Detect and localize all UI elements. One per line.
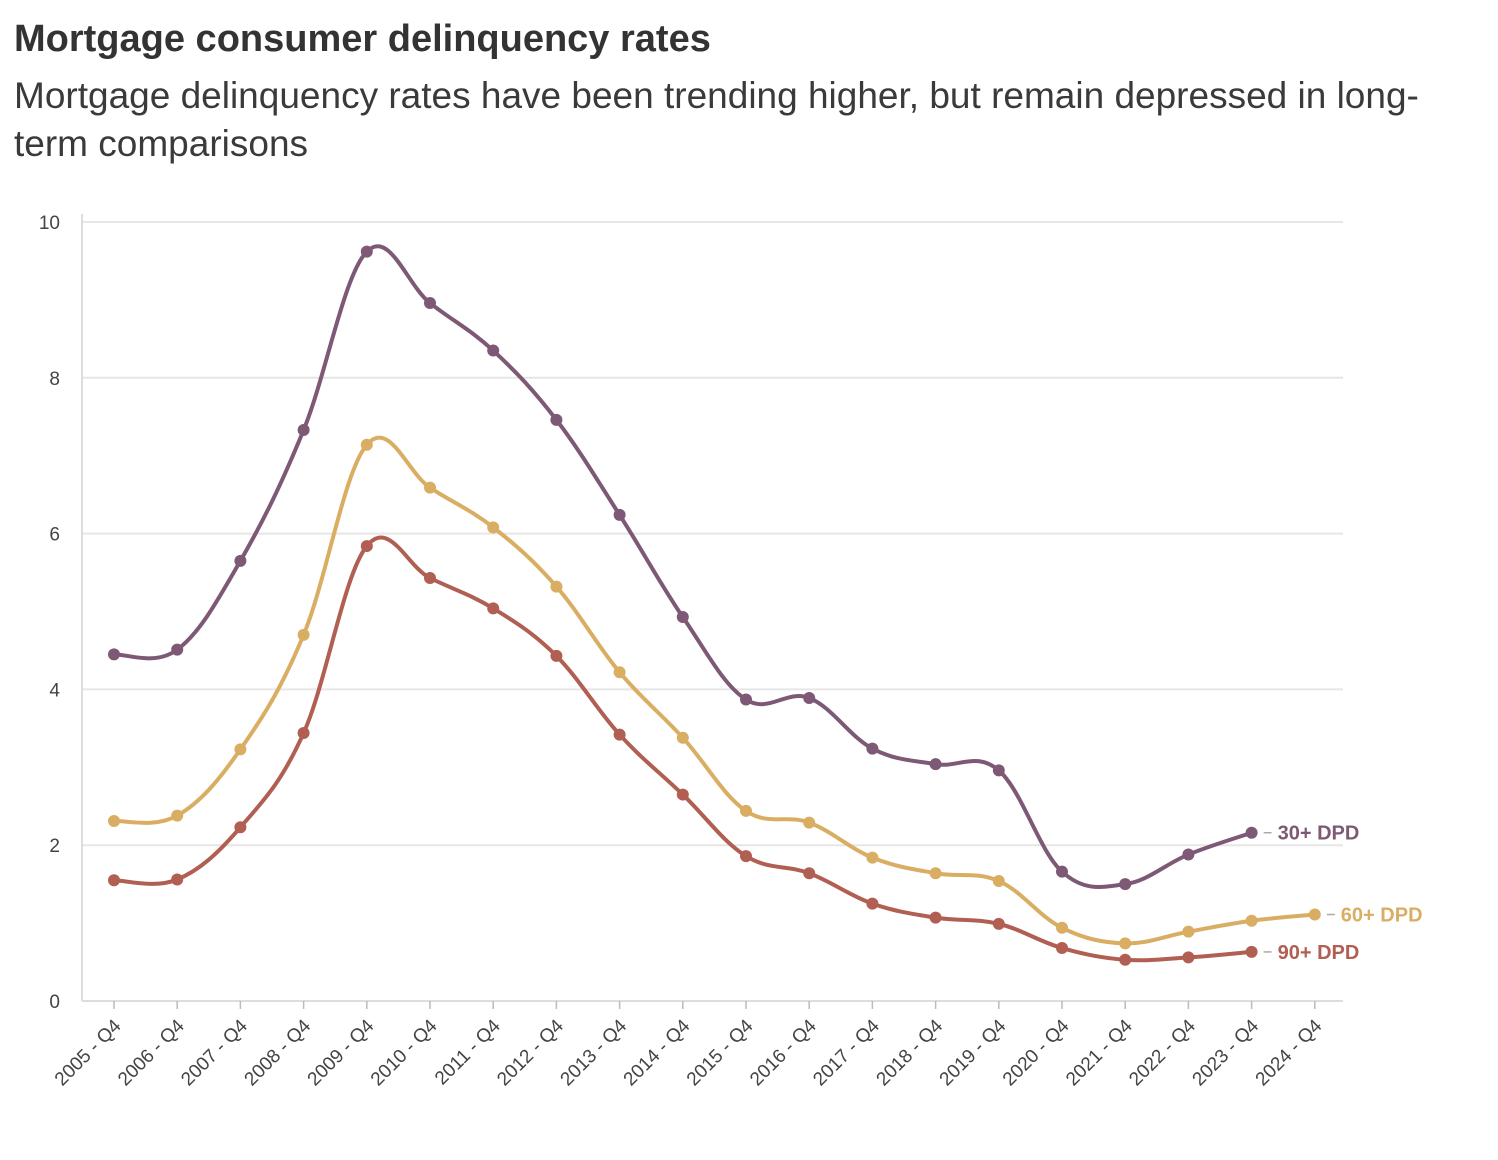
data-point-30-dpd <box>487 344 500 357</box>
data-point-30-dpd <box>803 691 816 704</box>
x-tick-label: 2023 - Q4 <box>1189 1015 1264 1090</box>
data-point-30-dpd <box>740 693 752 706</box>
y-tick-label: 2 <box>49 836 60 857</box>
data-point-30-dpd <box>297 423 310 436</box>
x-tick-label: 2021 - Q4 <box>1062 1015 1137 1090</box>
x-tick-label: 2012 - Q4 <box>493 1015 568 1090</box>
y-tick-label: 0 <box>49 992 60 1013</box>
data-point-90-dpd <box>360 540 373 553</box>
data-point-30-dpd <box>171 643 184 656</box>
axes <box>81 214 1343 1002</box>
data-point-30-dpd <box>1182 848 1195 861</box>
data-point-90-dpd <box>866 897 879 910</box>
data-point-30-dpd <box>360 245 373 258</box>
series-line-60-dpd <box>112 435 1317 946</box>
data-point-90-dpd <box>171 873 184 886</box>
data-point-90-dpd <box>1245 945 1258 958</box>
y-axis-ticks: 0 2 4 6 8 10 <box>39 213 61 1013</box>
data-point-30-dpd <box>929 758 942 771</box>
x-tick-label: 2013 - Q4 <box>557 1015 632 1090</box>
series-label-30-dpd: 30+ DPD <box>1278 823 1360 845</box>
data-point-30-dpd <box>1245 826 1258 839</box>
data-point-60-dpd <box>1056 921 1068 934</box>
data-point-90-dpd <box>929 911 942 924</box>
data-point-60-dpd <box>424 481 436 494</box>
data-point-90-dpd <box>803 867 816 880</box>
x-tick-label: 2017 - Q4 <box>809 1015 884 1090</box>
data-point-90-dpd <box>992 917 1005 930</box>
data-point-90-dpd <box>613 728 626 741</box>
x-tick-label: 2008 - Q4 <box>241 1015 316 1090</box>
chart-subtitle: Mortgage delinquency rates have been tre… <box>14 75 1419 164</box>
x-tick-label: 2016 - Q4 <box>746 1015 821 1090</box>
data-point-60-dpd <box>487 521 500 534</box>
data-point-90-dpd <box>740 850 752 863</box>
data-point-60-dpd <box>297 628 310 641</box>
data-point-30-dpd <box>234 554 247 567</box>
data-point-30-dpd <box>424 297 436 310</box>
data-point-60-dpd <box>676 731 689 744</box>
x-tick-label: 2022 - Q4 <box>1125 1015 1200 1090</box>
data-point-30-dpd <box>1056 865 1068 878</box>
y-tick-label: 6 <box>49 525 60 546</box>
gridlines <box>82 221 1343 847</box>
data-point-90-dpd <box>234 821 247 834</box>
data-point-30-dpd <box>992 764 1005 777</box>
x-tick-label: 2006 - Q4 <box>114 1015 189 1090</box>
x-tick-label: 2015 - Q4 <box>683 1015 758 1090</box>
data-point-90-dpd <box>550 649 563 662</box>
series-lines <box>108 244 1321 966</box>
data-point-60-dpd <box>108 815 120 828</box>
data-point-60-dpd <box>740 804 752 817</box>
x-tick-label: 2019 - Q4 <box>936 1015 1011 1090</box>
x-tick-label: 2009 - Q4 <box>304 1015 379 1090</box>
x-tick-label: 2011 - Q4 <box>431 1015 505 1089</box>
x-tick-label: 2007 - Q4 <box>177 1015 252 1090</box>
data-point-60-dpd <box>1308 908 1321 921</box>
data-point-90-dpd <box>108 874 120 887</box>
y-tick-label: 4 <box>49 680 60 701</box>
series-label-60-dpd: 60+ DPD <box>1341 905 1423 927</box>
series-line-90-dpd <box>112 535 1254 963</box>
data-point-60-dpd <box>1245 914 1258 927</box>
x-tick-label: 2005 - Q4 <box>51 1015 126 1090</box>
data-point-60-dpd <box>1182 925 1195 938</box>
x-tick-label: 2018 - Q4 <box>873 1015 948 1090</box>
x-tick-label: 2024 - Q4 <box>1252 1015 1327 1090</box>
data-point-30-dpd <box>676 610 689 623</box>
data-point-90-dpd <box>1056 942 1068 955</box>
series-line-30-dpd <box>112 244 1254 889</box>
y-tick-label: 8 <box>49 369 60 390</box>
data-point-60-dpd <box>550 580 563 593</box>
data-point-30-dpd <box>550 413 563 426</box>
data-point-90-dpd <box>1119 953 1132 966</box>
data-point-30-dpd <box>1119 878 1132 891</box>
x-tick-label: 2014 - Q4 <box>620 1015 695 1090</box>
data-point-90-dpd <box>424 572 436 585</box>
data-point-60-dpd <box>1119 937 1132 950</box>
data-point-30-dpd <box>108 648 120 661</box>
data-point-60-dpd <box>992 875 1005 888</box>
data-point-30-dpd <box>866 742 879 755</box>
data-point-60-dpd <box>866 851 879 864</box>
data-point-60-dpd <box>234 743 247 756</box>
x-tick-label: 2010 - Q4 <box>367 1015 442 1090</box>
data-point-60-dpd <box>360 438 373 451</box>
data-point-60-dpd <box>929 867 942 880</box>
x-tick-label: 2020 - Q4 <box>999 1015 1074 1090</box>
data-point-60-dpd <box>613 666 626 679</box>
data-point-90-dpd <box>487 602 500 615</box>
series-label-90-dpd: 90+ DPD <box>1278 942 1360 964</box>
data-point-60-dpd <box>803 816 816 829</box>
data-point-60-dpd <box>171 809 184 822</box>
data-point-30-dpd <box>613 508 626 521</box>
series-end-labels: 30+ DPD 60+ DPD 90+ DPD <box>1263 823 1423 964</box>
chart-title: Mortgage consumer delinquency rates <box>14 18 711 60</box>
data-point-90-dpd <box>676 788 689 801</box>
data-point-90-dpd <box>297 727 310 740</box>
y-tick-label: 10 <box>39 213 60 234</box>
data-point-90-dpd <box>1182 951 1195 964</box>
